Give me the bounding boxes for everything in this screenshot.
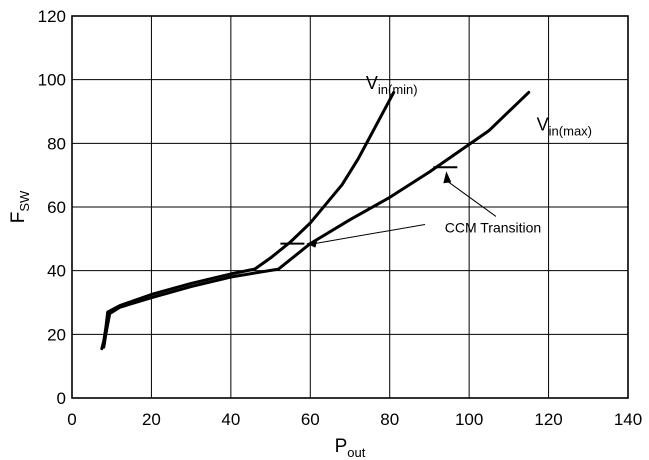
series-label-1-sub: in(min) xyxy=(378,82,418,97)
annotation-arrowhead-1 xyxy=(306,239,318,248)
series-label-2: Vin(max) xyxy=(537,115,592,139)
x-tick-label-7: 140 xyxy=(614,410,642,429)
series-lines xyxy=(100,90,531,351)
series-line-2 xyxy=(102,90,531,349)
annotations: CCM Transition xyxy=(280,166,541,248)
series-label-2-main: V xyxy=(537,115,549,135)
series-label-1-main: V xyxy=(366,73,378,93)
y-axis-tick-labels: 0 20 40 60 80 100 120 xyxy=(38,7,66,408)
y-tick-label-3: 60 xyxy=(47,198,66,217)
y-tick-label-1: 20 xyxy=(47,325,66,344)
series-label-1: Vin(min) xyxy=(366,73,418,97)
y-axis-label-sub: SW xyxy=(17,190,32,212)
x-tick-label-6: 120 xyxy=(534,410,562,429)
annotation-leader-1 xyxy=(314,223,426,245)
x-axis-label: Pout xyxy=(335,436,366,460)
x-tick-label-0: 0 xyxy=(67,410,76,429)
annotation-text-0: CCM Transition xyxy=(445,219,541,235)
x-axis-label-main: P xyxy=(335,436,348,457)
x-tick-label-1: 20 xyxy=(142,410,161,429)
series-label-2-sub: in(max) xyxy=(549,124,592,139)
y-tick-label-2: 40 xyxy=(47,262,66,281)
plot-frame xyxy=(71,15,629,399)
x-tick-label-3: 60 xyxy=(301,410,320,429)
y-tick-label-5: 100 xyxy=(38,71,66,90)
x-tick-label-5: 100 xyxy=(455,410,483,429)
series-line-1 xyxy=(100,90,396,351)
x-tick-label-2: 40 xyxy=(221,410,240,429)
y-axis-label-main: F xyxy=(8,212,29,224)
y-tick-label-4: 80 xyxy=(47,134,66,153)
x-axis-tick-labels: 0 20 40 60 80 100 120 140 xyxy=(67,410,642,429)
y-tick-label-0: 0 xyxy=(57,389,66,408)
annotation-arrowhead-2 xyxy=(443,171,452,184)
y-axis-label: FSW xyxy=(8,190,32,223)
series-labels: Vin(min)Vin(max) xyxy=(366,73,592,138)
x-tick-label-4: 80 xyxy=(380,410,399,429)
y-tick-label-6: 120 xyxy=(38,7,66,26)
x-axis-label-sub: out xyxy=(347,445,365,460)
grid-lines xyxy=(71,15,629,399)
annotation-leader-2 xyxy=(447,180,497,217)
